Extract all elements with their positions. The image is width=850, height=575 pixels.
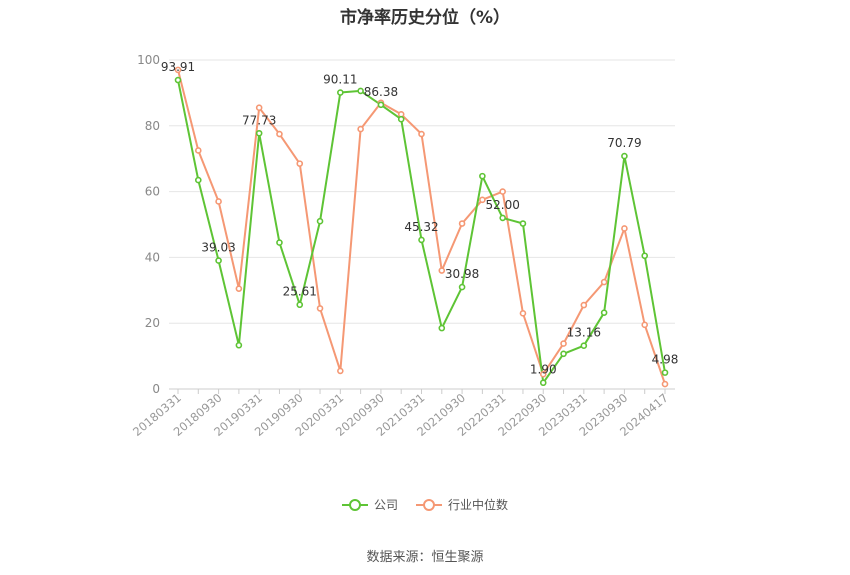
data-point-company: [458, 283, 466, 291]
data-label: 52.00: [485, 198, 519, 212]
data-point-company: [418, 236, 425, 244]
y-tick-label: 0: [152, 382, 160, 396]
data-point-company: [174, 76, 182, 84]
data-point-industry-median: [641, 321, 649, 329]
data-point-industry-median: [215, 198, 222, 205]
data-point-industry-median: [499, 188, 506, 195]
data-point-company: [479, 172, 486, 180]
data-label: 86.38: [364, 85, 398, 99]
data-point-industry-median: [235, 285, 243, 292]
data-label: 45.32: [404, 220, 438, 234]
data-label: 4.98: [652, 353, 679, 367]
data-point-industry-median: [337, 367, 344, 375]
data-label: 25.61: [283, 285, 317, 299]
data-point-company: [255, 129, 263, 137]
data-point-industry-median: [418, 130, 425, 138]
y-tick-label: 100: [137, 53, 160, 67]
data-label: 90.11: [323, 73, 357, 87]
data-point-industry-median: [600, 278, 608, 286]
data-label: 70.79: [607, 136, 641, 150]
data-label: 77.73: [242, 113, 276, 127]
data-point-company: [276, 239, 283, 246]
data-point-company: [499, 214, 506, 222]
data-point-industry-median: [255, 104, 263, 112]
data-label: 13.16: [567, 326, 601, 340]
data-point-industry-median: [560, 340, 567, 347]
data-point-company: [600, 309, 608, 316]
data-point-industry-median: [357, 125, 364, 133]
data-point-company: [215, 257, 222, 264]
data-point-industry-median: [296, 160, 304, 167]
data-label: 93.91: [161, 60, 195, 74]
data-point-company: [661, 369, 669, 376]
data-point-company: [357, 87, 364, 95]
data-source: 数据来源：恒生聚源: [366, 550, 484, 565]
legend-label-industry-median: 行业中位数: [448, 498, 509, 512]
data-label: 1.90: [530, 363, 557, 377]
chart-title: 市净率历史分位（%）: [339, 8, 511, 28]
data-point-industry-median: [194, 147, 202, 154]
data-point-company: [580, 342, 588, 350]
data-point-company: [296, 301, 304, 309]
data-point-company: [377, 101, 385, 109]
data-point-company: [621, 152, 628, 160]
legend-swatch-company: [341, 498, 368, 511]
legend-label-company: 公司: [373, 498, 398, 512]
data-point-company: [519, 220, 527, 227]
legend-item-industry-median[interactable]: 行业中位数: [416, 496, 508, 513]
data-point-industry-median: [621, 225, 628, 232]
data-point-company: [337, 89, 344, 96]
y-tick-label: 20: [145, 316, 160, 330]
data-point-industry-median: [276, 130, 283, 138]
data-point-industry-median: [316, 305, 324, 312]
y-tick-label: 80: [145, 119, 160, 133]
data-label: 39.03: [201, 241, 235, 255]
data-point-company: [316, 217, 324, 225]
data-point-industry-median: [174, 66, 182, 74]
data-point-industry-median: [519, 310, 527, 317]
data-point-industry-median: [539, 370, 547, 378]
y-tick-label: 60: [145, 185, 160, 199]
data-point-company: [560, 350, 567, 358]
legend-swatch-industry-median: [416, 498, 442, 511]
legend-item-company[interactable]: 公司: [341, 496, 398, 513]
data-point-industry-median: [479, 196, 486, 204]
data-label: 30.98: [445, 267, 479, 281]
data-point-company: [641, 252, 649, 260]
legend: 公司 行业中位数: [0, 496, 850, 513]
data-point-industry-median: [438, 267, 446, 274]
data-point-company: [397, 115, 405, 123]
data-point-company: [438, 324, 446, 332]
data-point-company: [194, 176, 202, 184]
data-point-industry-median: [580, 301, 588, 309]
y-tick-label: 40: [145, 250, 160, 264]
data-point-company: [539, 379, 547, 387]
data-point-industry-median: [661, 380, 669, 388]
data-point-company: [235, 341, 243, 349]
data-point-industry-median: [458, 220, 466, 227]
